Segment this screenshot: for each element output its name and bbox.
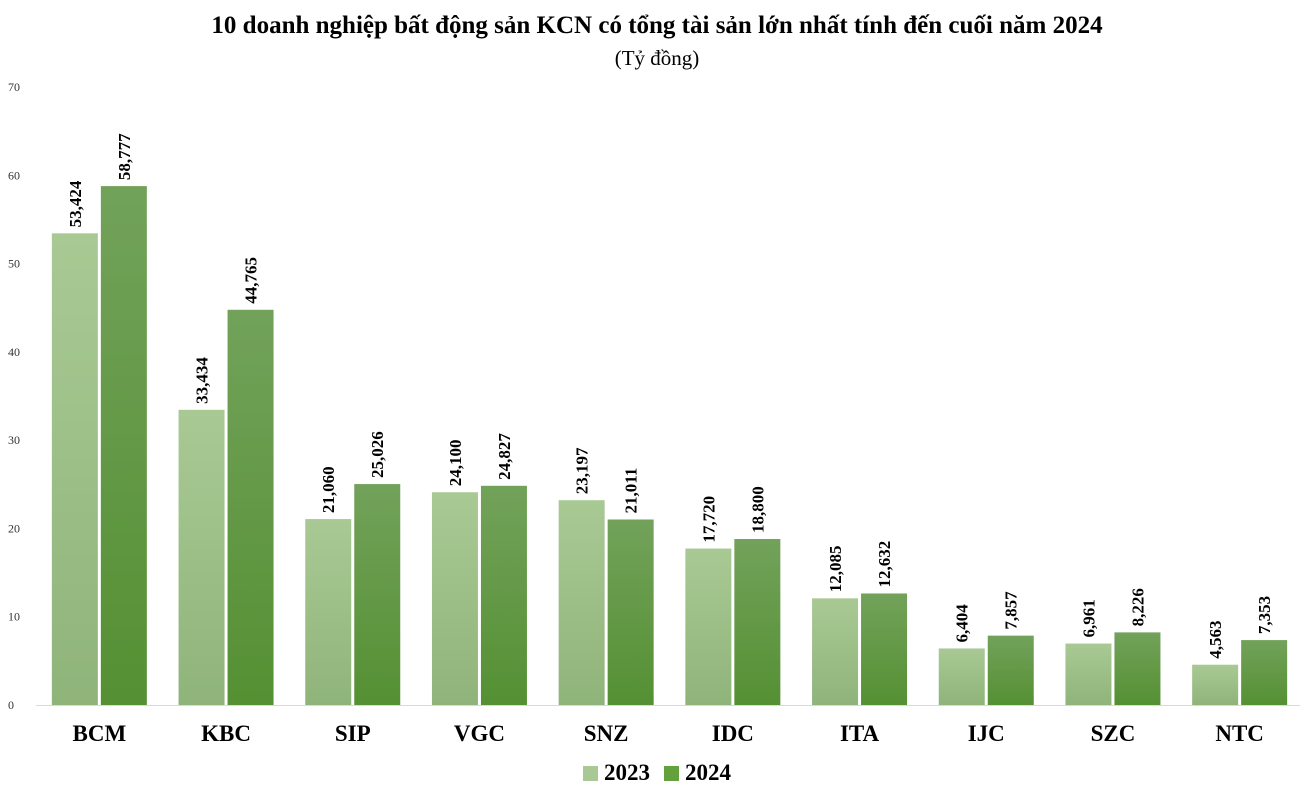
y-axis: 0 10 20 30 40 50 60 70 [8, 80, 20, 712]
x-tick-label-kbc: KBC [201, 721, 251, 746]
bar-szc-2023 [1065, 643, 1112, 705]
data-label-ijc-2024: 7,857 [1002, 591, 1021, 630]
x-tick-label-sip: SIP [335, 721, 371, 746]
bar-chart: 0 10 20 30 40 50 60 70 53,424 58,777 33,434 44,765… [8, 80, 1300, 746]
legend-item-2023: 2023 [583, 760, 650, 786]
legend-swatch-2023 [583, 765, 598, 781]
bar-vgc-2023 [431, 492, 478, 705]
data-label-vgc-2024: 24,827 [495, 433, 514, 480]
chart-subtitle: (Tỷ đồng) [614, 46, 700, 70]
bar-ntc-2023 [1192, 664, 1239, 705]
x-tick-label-szc: SZC [1091, 721, 1136, 746]
bar-ita-2023 [812, 598, 859, 705]
data-label-bcm-2023: 53,424 [66, 180, 85, 227]
data-label-ita-2023: 12,085 [826, 546, 845, 593]
data-label-vgc-2023: 24,100 [446, 439, 465, 486]
x-axis: BCM KBC SIP VGC SNZ IDC ITA IJC SZC NTC [36, 705, 1300, 746]
bars [51, 186, 1288, 705]
x-tick-label-ita: ITA [840, 721, 880, 746]
y-tick-label: 70 [8, 80, 20, 94]
y-tick-label: 30 [8, 433, 20, 447]
bar-ita-2024 [861, 593, 908, 705]
bar-idc-2023 [685, 548, 732, 705]
data-label-ntc-2023: 4,563 [1206, 620, 1225, 658]
y-tick-label: 40 [8, 345, 20, 359]
data-label-szc-2023: 6,961 [1079, 599, 1098, 637]
x-tick-label-idc: IDC [712, 721, 754, 746]
y-tick-label: 20 [8, 521, 20, 535]
bar-sip-2024 [354, 484, 401, 705]
data-label-bcm-2024: 58,777 [115, 133, 134, 180]
data-label-ijc-2023: 6,404 [953, 604, 972, 643]
bar-kbc-2023 [178, 409, 225, 705]
legend-swatch-2024 [664, 765, 679, 781]
x-tick-label-ijc: IJC [968, 721, 1005, 746]
legend-item-2024: 2024 [664, 760, 731, 786]
data-label-snz-2024: 21,011 [622, 468, 641, 514]
bar-idc-2024 [734, 539, 781, 705]
x-tick-label-bcm: BCM [73, 721, 127, 746]
data-label-ita-2024: 12,632 [875, 541, 894, 588]
bar-vgc-2024 [480, 485, 527, 705]
bar-bcm-2024 [100, 186, 147, 705]
chart-title: 10 doanh nghiệp bất động sản KCN có tổng… [211, 12, 1103, 39]
y-tick-label: 50 [8, 257, 20, 271]
bar-snz-2023 [558, 500, 605, 705]
legend-label-2024: 2024 [685, 760, 731, 785]
data-label-ntc-2024: 7,353 [1255, 596, 1274, 634]
data-label-idc-2024: 18,800 [748, 486, 767, 533]
bar-ntc-2024 [1241, 640, 1288, 705]
data-label-snz-2023: 23,197 [573, 447, 592, 494]
legend-label-2023: 2023 [604, 760, 650, 785]
bar-kbc-2024 [227, 309, 274, 705]
data-labels: 53,424 58,777 33,434 44,765 21,060 25,026 24,1… [66, 133, 1274, 659]
bar-ijc-2023 [938, 648, 985, 705]
legend: 2023 2024 [0, 760, 1314, 786]
bar-szc-2024 [1114, 632, 1161, 705]
x-tick-label-snz: SNZ [584, 721, 629, 746]
x-tick-label-ntc: NTC [1215, 721, 1264, 746]
bar-ijc-2024 [987, 635, 1034, 705]
data-label-szc-2024: 8,226 [1128, 588, 1147, 626]
data-label-sip-2023: 21,060 [319, 466, 338, 513]
y-tick-label: 60 [8, 168, 20, 182]
data-label-kbc-2024: 44,765 [242, 257, 261, 304]
y-tick-label: 10 [8, 610, 20, 624]
data-label-idc-2023: 17,720 [699, 496, 718, 543]
data-label-sip-2024: 25,026 [368, 431, 387, 478]
bar-sip-2023 [305, 519, 352, 705]
x-tick-label-vgc: VGC [454, 721, 505, 746]
bar-bcm-2023 [51, 233, 98, 705]
data-label-kbc-2023: 33,434 [193, 357, 212, 404]
bar-snz-2024 [607, 519, 654, 705]
y-tick-label: 0 [8, 698, 14, 712]
